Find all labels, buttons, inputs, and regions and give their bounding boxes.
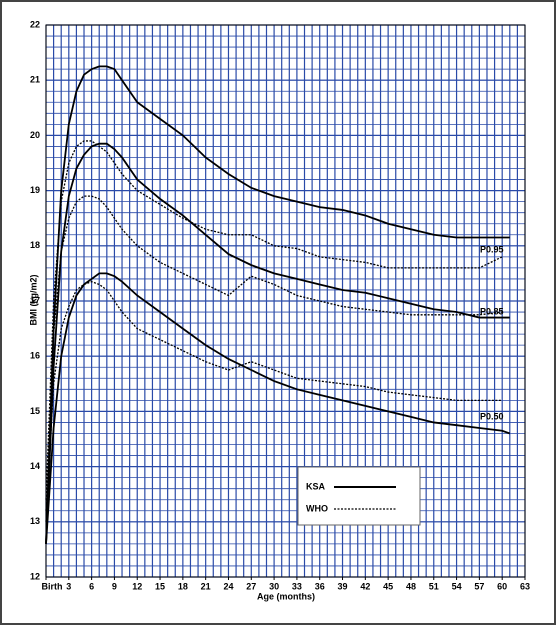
legend-box: [297, 466, 421, 526]
legend-label: WHO: [306, 503, 328, 513]
x-tick-label: 54: [452, 581, 462, 591]
x-tick-label: 63: [520, 581, 530, 591]
curve-label: P0.50: [480, 411, 504, 421]
y-tick-label: 12: [30, 571, 40, 581]
x-tick-label: 18: [178, 581, 188, 591]
x-tick-label: 6: [89, 581, 94, 591]
x-tick-label: 36: [315, 581, 325, 591]
curve: [45, 65, 510, 544]
curve-label: P0.95: [480, 244, 504, 254]
x-tick-label: 60: [497, 581, 507, 591]
x-tick-label: 39: [338, 581, 348, 591]
x-tick-label: 45: [383, 581, 393, 591]
x-tick-label: 51: [429, 581, 439, 591]
x-tick-label: 57: [474, 581, 484, 591]
y-tick-label: 16: [30, 351, 40, 361]
x-tick-label: 24: [223, 581, 233, 591]
legend-label: KSA: [306, 481, 326, 491]
y-tick-label: 19: [30, 185, 40, 195]
curve: [45, 140, 503, 500]
x-tick-label: 27: [246, 581, 256, 591]
x-tick-label: Birth: [42, 581, 63, 591]
x-tick-label: 30: [269, 581, 279, 591]
y-tick-label: 21: [30, 75, 40, 85]
y-tick-label: 14: [30, 461, 40, 471]
y-tick-label: 20: [30, 130, 40, 140]
x-tick-label: 21: [201, 581, 211, 591]
x-tick-label: 3: [66, 581, 71, 591]
y-tick-label: 18: [30, 240, 40, 250]
x-tick-label: 12: [132, 581, 142, 591]
curve: [45, 280, 503, 522]
x-axis-label: Age (months): [257, 591, 315, 601]
x-tick-label: 9: [112, 581, 117, 591]
y-tick-label: 22: [30, 19, 40, 29]
y-axis-label: BMI (kg/m2): [28, 274, 38, 325]
plot-border: [45, 24, 526, 578]
y-tick-label: 13: [30, 516, 40, 526]
curve: [45, 272, 511, 544]
x-tick-label: 15: [155, 581, 165, 591]
x-tick-label: 48: [406, 581, 416, 591]
y-tick-label: 15: [30, 406, 40, 416]
x-tick-label: 33: [292, 581, 302, 591]
curve-label: P0.85: [480, 306, 504, 316]
curve: [45, 142, 510, 544]
x-tick-label: 42: [360, 581, 370, 591]
curve: [45, 195, 503, 511]
y-tick-label: 17: [30, 295, 40, 305]
